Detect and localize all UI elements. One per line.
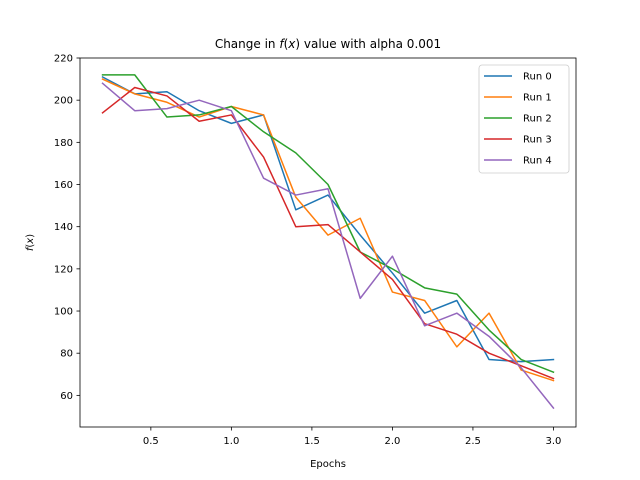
x-axis-ticks: 0.5 1.0 1.5 2.0 2.5 3.0	[143, 427, 562, 447]
legend-label-run-4: Run 4	[523, 156, 552, 167]
y-tick-label: 180	[54, 138, 73, 149]
x-tick-label: 2.5	[465, 436, 481, 447]
y-tick-label: 120	[54, 264, 73, 275]
legend-label-run-2: Run 2	[523, 114, 552, 125]
y-tick-label: 100	[54, 307, 73, 318]
legend-label-run-3: Run 3	[523, 135, 552, 146]
y-tick-label: 200	[54, 96, 73, 107]
series-line-run-2	[101, 74, 555, 374]
legend-label-run-0: Run 0	[523, 72, 552, 83]
y-tick-label: 220	[54, 54, 73, 65]
x-axis-label: Epochs	[310, 459, 346, 470]
series-line-run-1	[101, 78, 555, 382]
plot-frame	[79, 57, 577, 428]
chart-title: Change in f(x) value with alpha 0.001	[215, 37, 441, 51]
x-tick-label: 2.0	[384, 436, 400, 447]
series-line-run-4	[101, 82, 555, 410]
x-tick-label: 3.0	[546, 436, 562, 447]
x-tick-label: 1.5	[304, 436, 320, 447]
legend-box	[478, 64, 570, 174]
x-tick-label: 0.5	[143, 436, 159, 447]
y-tick-label: 80	[60, 349, 73, 360]
series-line-run-3	[101, 86, 555, 380]
series-lines	[101, 74, 555, 410]
legend: Run 0 Run 1 Run 2 Run 3 Run 4	[478, 64, 570, 174]
y-axis-label: f(x)	[25, 234, 36, 251]
y-tick-label: 60	[60, 391, 73, 402]
y-tick-label: 140	[54, 222, 73, 233]
y-tick-label: 160	[54, 180, 73, 191]
y-axis-ticks: 60 80 100 120 140 160 180 200 220	[54, 54, 80, 402]
x-tick-label: 1.0	[223, 436, 239, 447]
series-line-run-0	[101, 75, 555, 363]
legend-label-run-1: Run 1	[523, 93, 552, 104]
